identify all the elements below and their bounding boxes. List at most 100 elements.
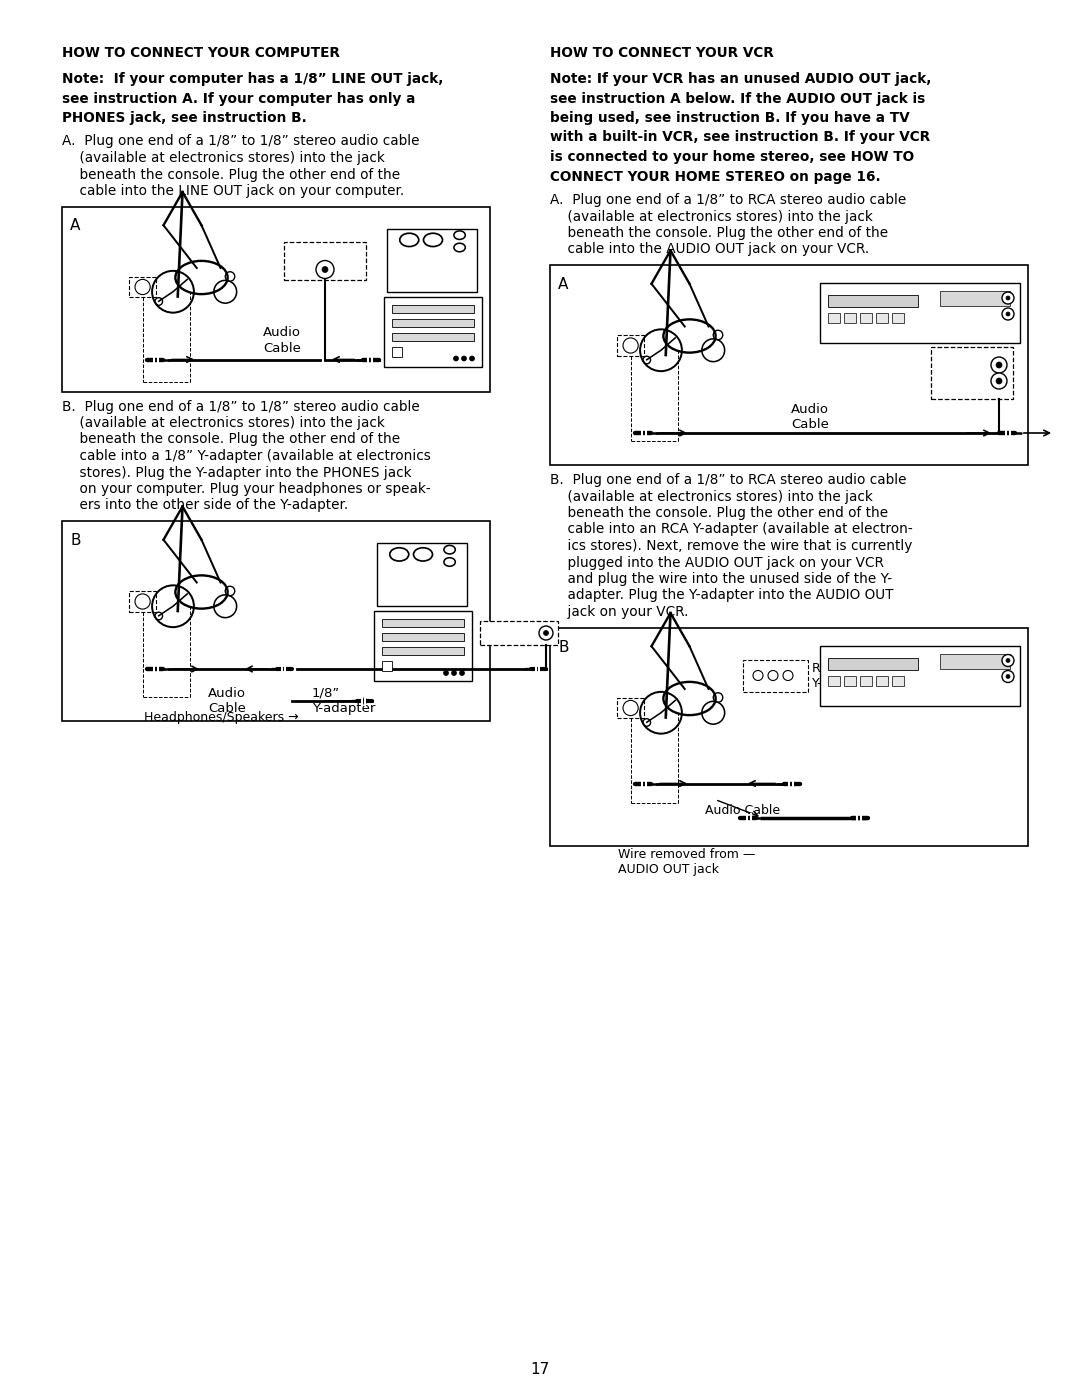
Text: see instruction A. If your computer has only a: see instruction A. If your computer has …: [62, 91, 416, 106]
Bar: [931, 346, 1013, 400]
Bar: [392, 346, 402, 356]
Text: 17: 17: [530, 1362, 550, 1377]
Circle shape: [643, 718, 650, 726]
Text: and plug the wire into the unused side of the Y-: and plug the wire into the unused side o…: [550, 571, 892, 585]
Circle shape: [539, 626, 553, 640]
Bar: [876, 313, 888, 323]
Text: beneath the console. Plug the other end of the: beneath the console. Plug the other end …: [62, 433, 400, 447]
Bar: [828, 295, 918, 307]
Circle shape: [444, 671, 448, 676]
Bar: [940, 654, 1010, 669]
Text: RIGHT: RIGHT: [937, 360, 961, 370]
Text: Audio
Cable: Audio Cable: [264, 327, 301, 355]
Text: B: B: [558, 640, 568, 655]
Bar: [382, 633, 464, 641]
Bar: [392, 305, 474, 313]
Text: (available at electronics stores) into the jack: (available at electronics stores) into t…: [550, 210, 873, 224]
Bar: [820, 645, 1020, 705]
Bar: [377, 543, 467, 606]
Circle shape: [322, 267, 328, 272]
Text: CONNECT YOUR HOME STEREO on page 16.: CONNECT YOUR HOME STEREO on page 16.: [550, 169, 880, 183]
Circle shape: [1002, 292, 1014, 305]
Text: being used, see instruction B. If you have a TV: being used, see instruction B. If you ha…: [550, 110, 909, 124]
Bar: [374, 610, 472, 680]
Bar: [820, 284, 1020, 344]
Text: beneath the console. Plug the other end of the: beneath the console. Plug the other end …: [550, 506, 888, 520]
Text: Audio
Cable: Audio Cable: [791, 402, 829, 432]
Bar: [480, 622, 558, 645]
Bar: [940, 291, 1010, 306]
Bar: [618, 697, 644, 718]
Text: A: A: [558, 277, 568, 292]
Bar: [876, 676, 888, 686]
Text: Audio
Cable: Audio Cable: [208, 687, 246, 715]
Bar: [284, 242, 366, 279]
Bar: [382, 661, 392, 671]
Bar: [860, 676, 872, 686]
Circle shape: [1002, 307, 1014, 320]
Bar: [843, 676, 856, 686]
Text: Wire removed from —: Wire removed from —: [618, 848, 755, 861]
Circle shape: [154, 612, 163, 620]
Text: with a built-in VCR, see instruction B. If your VCR: with a built-in VCR, see instruction B. …: [550, 130, 930, 144]
Text: A: A: [70, 218, 80, 233]
Text: stores). Plug the Y-adapter into the PHONES jack: stores). Plug the Y-adapter into the PHO…: [62, 465, 411, 479]
Text: Note: If your VCR has an unused AUDIO OUT jack,: Note: If your VCR has an unused AUDIO OU…: [550, 73, 931, 87]
Bar: [387, 229, 477, 292]
Text: LINE OUT: LINE OUT: [294, 246, 329, 256]
Circle shape: [996, 379, 1002, 384]
Bar: [130, 277, 156, 298]
Text: cable into the AUDIO OUT jack on your VCR.: cable into the AUDIO OUT jack on your VC…: [550, 243, 869, 257]
Text: AUDIO OUT: AUDIO OUT: [935, 351, 978, 360]
Bar: [382, 647, 464, 655]
Circle shape: [643, 356, 650, 363]
Text: AUDIO OUT jack: AUDIO OUT jack: [618, 862, 719, 876]
Text: beneath the console. Plug the other end of the: beneath the console. Plug the other end …: [62, 168, 400, 182]
Text: PHONES jack, see instruction B.: PHONES jack, see instruction B.: [62, 110, 307, 124]
Text: LEFT: LEFT: [937, 374, 955, 384]
Bar: [130, 591, 156, 612]
Text: Note:  If your computer has a 1/8” LINE OUT jack,: Note: If your computer has a 1/8” LINE O…: [62, 73, 444, 87]
Circle shape: [1005, 675, 1010, 679]
Text: B: B: [70, 534, 81, 548]
Text: cable into the LINE OUT jack on your computer.: cable into the LINE OUT jack on your com…: [62, 184, 404, 198]
Text: HOW TO CONNECT YOUR VCR: HOW TO CONNECT YOUR VCR: [550, 46, 773, 60]
Text: (available at electronics stores) into the jack: (available at electronics stores) into t…: [62, 416, 384, 430]
Text: HOW TO CONNECT YOUR COMPUTER: HOW TO CONNECT YOUR COMPUTER: [62, 46, 340, 60]
Circle shape: [1005, 312, 1010, 316]
Bar: [892, 313, 904, 323]
Bar: [828, 676, 840, 686]
Text: ers into the other side of the Y-adapter.: ers into the other side of the Y-adapter…: [62, 499, 348, 513]
Circle shape: [1005, 658, 1010, 662]
Bar: [618, 335, 644, 356]
Bar: [392, 319, 474, 327]
Bar: [843, 313, 856, 323]
Bar: [384, 296, 482, 366]
Circle shape: [316, 260, 334, 278]
Circle shape: [991, 358, 1007, 373]
Circle shape: [470, 356, 474, 360]
Circle shape: [451, 671, 457, 676]
Text: adapter. Plug the Y-adapter into the AUDIO OUT: adapter. Plug the Y-adapter into the AUD…: [550, 588, 893, 602]
Circle shape: [991, 373, 1007, 388]
Text: A.  Plug one end of a 1/8” to 1/8” stereo audio cable: A. Plug one end of a 1/8” to 1/8” stereo…: [62, 134, 419, 148]
Text: is connected to your home stereo, see HOW TO: is connected to your home stereo, see HO…: [550, 149, 914, 163]
Bar: [550, 265, 1028, 465]
Text: A.  Plug one end of a 1/8” to RCA stereo audio cable: A. Plug one end of a 1/8” to RCA stereo …: [550, 193, 906, 207]
Text: RCA
Y-adapter: RCA Y-adapter: [812, 662, 872, 690]
Text: on your computer. Plug your headphones or speak-: on your computer. Plug your headphones o…: [62, 482, 431, 496]
Bar: [62, 207, 490, 391]
Bar: [62, 521, 490, 721]
Bar: [828, 658, 918, 669]
Bar: [392, 332, 474, 341]
Circle shape: [543, 630, 549, 636]
Circle shape: [154, 298, 163, 306]
Circle shape: [1002, 671, 1014, 683]
Text: see instruction A below. If the AUDIO OUT jack is: see instruction A below. If the AUDIO OU…: [550, 91, 926, 106]
Circle shape: [454, 356, 459, 360]
Circle shape: [1005, 296, 1010, 300]
Text: B.  Plug one end of a 1/8” to 1/8” stereo audio cable: B. Plug one end of a 1/8” to 1/8” stereo…: [62, 400, 420, 414]
Text: 1/8”
Y-adapter: 1/8” Y-adapter: [312, 687, 376, 715]
Circle shape: [459, 671, 464, 676]
Text: PHONES: PHONES: [486, 627, 523, 636]
